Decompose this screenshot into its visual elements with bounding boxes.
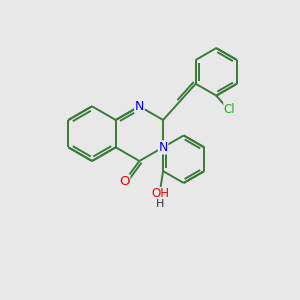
Text: O: O <box>119 175 130 188</box>
Text: N: N <box>135 100 144 113</box>
Text: OH: OH <box>151 188 169 200</box>
Text: N: N <box>158 141 168 154</box>
Text: Cl: Cl <box>224 103 236 116</box>
Text: H: H <box>156 199 164 209</box>
